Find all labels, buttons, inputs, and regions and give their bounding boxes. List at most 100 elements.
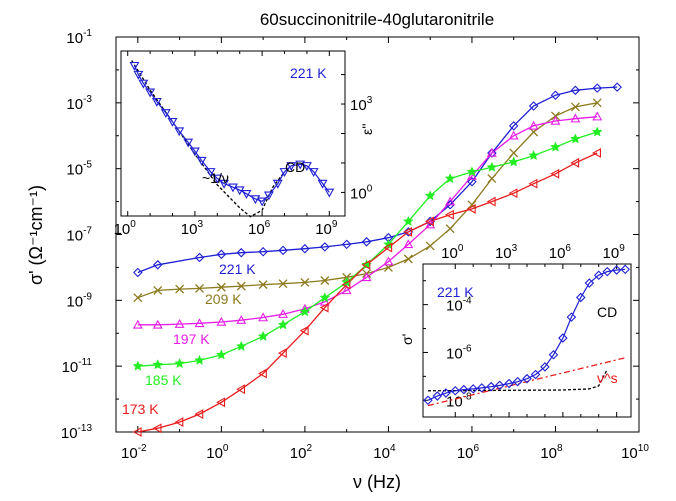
data-point <box>132 319 143 329</box>
inset1-data-point <box>228 183 238 193</box>
inset2-data-point <box>620 264 630 275</box>
inset-top-left-points <box>129 61 335 207</box>
data-point <box>508 188 518 199</box>
inset1-data-point <box>129 61 140 71</box>
data-point <box>320 242 330 252</box>
data-point <box>132 360 144 371</box>
data-point <box>528 120 539 130</box>
inset1-data-point <box>160 109 171 119</box>
data-point <box>341 285 352 295</box>
data-point <box>258 246 268 257</box>
series-label-221k: 221 K <box>219 261 256 277</box>
data-point <box>277 348 287 359</box>
data-point <box>425 241 435 251</box>
data-point <box>592 83 603 93</box>
x-tick-label: 100 <box>206 443 229 462</box>
data-point <box>300 243 310 254</box>
inset-bottom-right: 100 103 106 109 10-4 10-6 10-8 221 K CD ν^s σ' <box>399 243 632 418</box>
y-axis-label: σ' (Ω⁻¹cm⁻¹) <box>26 185 46 285</box>
data-point <box>153 285 163 295</box>
data-point <box>257 330 269 342</box>
inset1-data-point <box>241 190 252 199</box>
data-point <box>258 280 268 290</box>
data-point <box>550 141 561 152</box>
data-point <box>591 126 603 137</box>
data-point <box>299 325 309 336</box>
x-tick-label: 106 <box>457 443 480 462</box>
inset1-data-point <box>308 168 319 177</box>
inset1-y-tick-label: 100 <box>350 183 373 202</box>
data-point <box>383 242 393 253</box>
inset1-data-point <box>151 97 162 107</box>
inset-bottom-right-ylabel: σ' <box>399 334 415 345</box>
inset1-data-point <box>212 174 223 184</box>
series-label-197k: 197 K <box>173 331 210 347</box>
data-point <box>216 282 226 292</box>
data-point <box>467 176 477 187</box>
inset1-y-tick-label: 103 <box>350 95 373 114</box>
data-point <box>195 283 204 293</box>
inset2-data-point <box>432 391 443 401</box>
data-point <box>486 147 497 157</box>
inset2-data-point <box>611 265 622 275</box>
data-point <box>257 368 267 379</box>
inset-bottom-right-dc-line <box>427 368 608 392</box>
inset2-data-point <box>468 384 478 394</box>
data-point <box>466 166 478 177</box>
inset1-data-point <box>167 118 178 127</box>
data-point <box>403 226 413 237</box>
inset2-y-tick-label: 10-8 <box>446 391 472 410</box>
inset2-data-point <box>593 270 604 281</box>
inset-bottom-right-ticks: 100 103 106 109 10-4 10-6 10-8 <box>423 243 625 417</box>
inset1-data-point <box>295 160 306 170</box>
data-point <box>320 276 330 285</box>
data-point <box>445 196 456 206</box>
inset-top-left-power-label: ~1/ν <box>202 170 229 186</box>
inset-bottom-right-points <box>423 264 630 406</box>
inset2-data-point <box>566 312 577 322</box>
data-point <box>277 319 289 330</box>
fit-curve-0 <box>137 86 618 274</box>
inset1-data-point <box>145 88 156 98</box>
data-point <box>152 423 162 434</box>
data-point <box>300 277 310 287</box>
inset2-data-point <box>530 369 541 380</box>
inset2-data-point <box>576 292 586 303</box>
data-point <box>194 409 204 420</box>
main-data-points <box>132 82 622 437</box>
data-point <box>550 90 561 101</box>
data-point <box>175 284 185 294</box>
data-point <box>216 249 227 260</box>
inset-bottom-right-temp-label: 221 K <box>437 284 474 300</box>
data-point <box>487 174 497 184</box>
inset2-data-point <box>548 349 559 360</box>
fit-curve-2 <box>137 116 598 326</box>
inset1-data-point <box>272 179 283 189</box>
y-tick-label: 10-7 <box>66 226 92 245</box>
inset1-data-point <box>234 186 245 196</box>
data-point <box>174 357 186 369</box>
inset1-x-tick-label: 109 <box>315 219 338 238</box>
data-point <box>528 178 538 189</box>
data-point <box>258 312 269 322</box>
inset-top-left-temp-label: 221 K <box>290 65 327 81</box>
inset1-data-point <box>301 162 312 171</box>
data-point <box>194 252 205 263</box>
inset2-data-point <box>476 383 487 393</box>
data-point <box>592 111 603 121</box>
inset1-data-point <box>183 138 194 148</box>
data-point <box>550 115 561 125</box>
inset-bottom-right-slope-label: ν^s <box>597 370 618 386</box>
y-tick-label: 10-1 <box>66 28 92 47</box>
inset2-data-point <box>423 395 433 406</box>
data-point <box>235 340 247 351</box>
inset2-x-tick-label: 106 <box>549 243 572 262</box>
x-tick-label: 104 <box>373 443 396 462</box>
inset2-data-point <box>540 362 550 372</box>
x-axis-label: ν (Hz) <box>353 472 401 492</box>
inset2-data-point <box>504 378 514 389</box>
inset2-data-point <box>441 388 451 398</box>
inset2-data-point <box>602 266 613 277</box>
inset2-data-point <box>512 376 523 387</box>
data-point <box>278 279 288 289</box>
